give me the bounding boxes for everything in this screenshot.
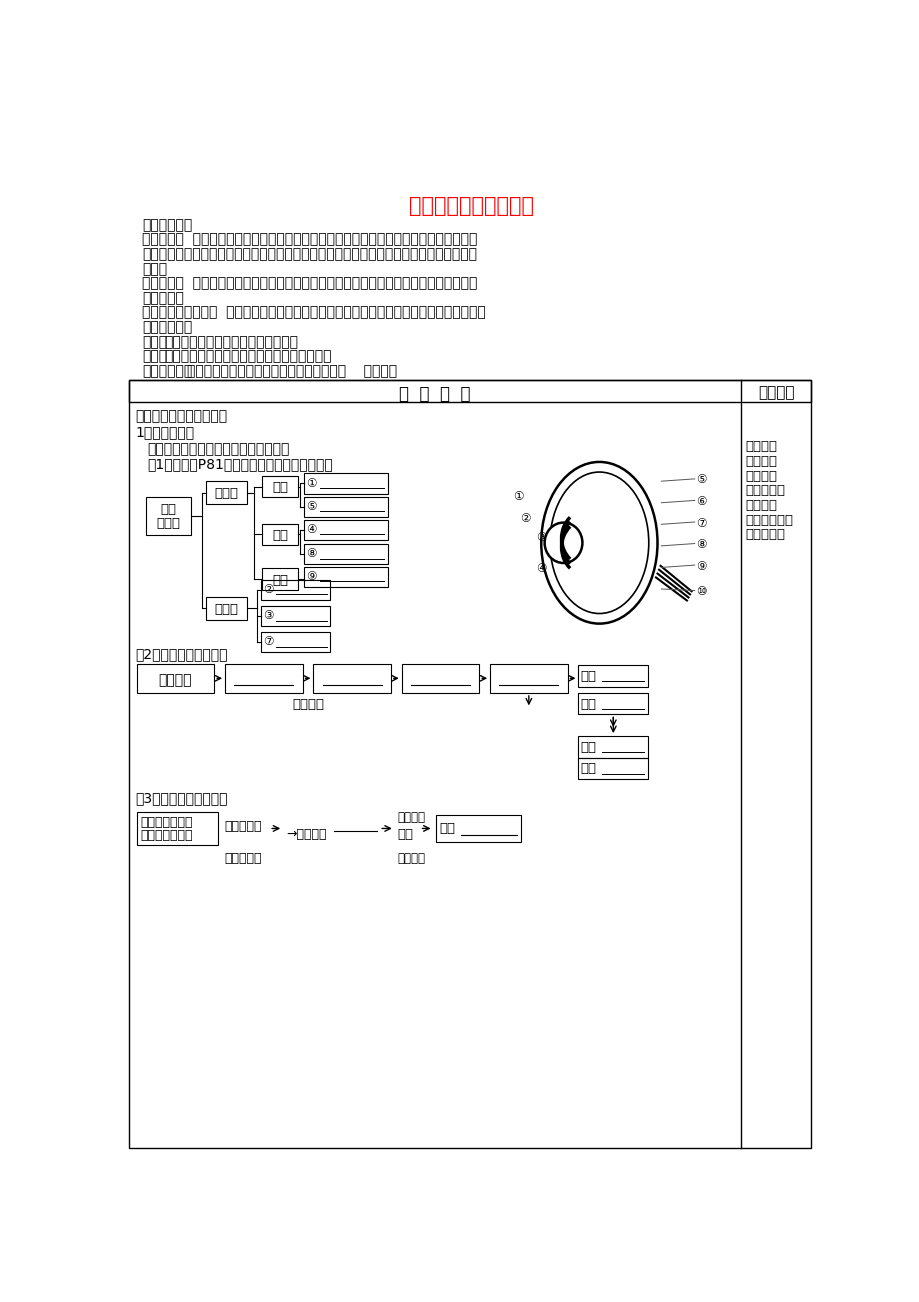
Text: 眼球壁: 眼球壁 bbox=[214, 487, 238, 500]
Text: 1、自主检测：: 1、自主检测： bbox=[135, 424, 194, 439]
Bar bbox=[129, 380, 810, 1148]
Text: ①: ① bbox=[306, 477, 316, 490]
Text: 近处的物像: 近处的物像 bbox=[224, 853, 262, 866]
Text: 自学课本: 自学课本 bbox=[744, 454, 777, 467]
Text: 折射作用: 折射作用 bbox=[291, 698, 323, 711]
Text: 传导: 传导 bbox=[580, 669, 596, 682]
Text: 学生通过: 学生通过 bbox=[744, 440, 777, 453]
Text: ⑨: ⑨ bbox=[696, 560, 706, 573]
Text: ②: ② bbox=[263, 583, 273, 596]
Text: ⑤: ⑤ bbox=[306, 500, 316, 513]
Bar bbox=[225, 664, 302, 693]
Text: （1）、观察P81眼球的结构、回答下列问题：: （1）、观察P81眼球的结构、回答下列问题： bbox=[147, 457, 333, 471]
Text: 创设情境，自主学习，比较归纳，合作探究    课堂反馈: 创设情境，自主学习，比较归纳，合作探究 课堂反馈 bbox=[187, 365, 397, 378]
Bar bbox=[402, 664, 479, 693]
Bar bbox=[262, 568, 298, 590]
Text: 知识与技能  扎实掌握眼球的结构与功能及视觉的形成过程、耳的结构与功能及听觉的形成: 知识与技能 扎实掌握眼球的结构与功能及视觉的形成过程、耳的结构与功能及听觉的形成 bbox=[142, 233, 477, 246]
Text: 外界光线: 外界光线 bbox=[159, 673, 192, 687]
Text: 性质。: 性质。 bbox=[142, 262, 167, 276]
Bar bbox=[304, 474, 388, 493]
Text: 重点：: 重点： bbox=[142, 335, 167, 349]
Text: 视觉: 视觉 bbox=[580, 762, 596, 775]
Text: 完成知识: 完成知识 bbox=[744, 470, 777, 483]
Text: ⑧: ⑧ bbox=[306, 547, 316, 560]
Bar bbox=[146, 496, 191, 535]
Text: ②: ② bbox=[520, 512, 530, 525]
Text: （矫正）: （矫正） bbox=[397, 811, 425, 824]
Bar bbox=[262, 475, 298, 497]
Text: 视觉、听觉的形成；近视、远视的矫正原理。: 视觉、听觉的形成；近视、远视的矫正原理。 bbox=[165, 349, 332, 363]
Text: ③: ③ bbox=[536, 531, 546, 544]
Text: ①: ① bbox=[512, 491, 523, 504]
Ellipse shape bbox=[544, 522, 582, 562]
Bar bbox=[260, 579, 330, 600]
Text: 的结构: 的结构 bbox=[156, 517, 180, 530]
Bar bbox=[137, 664, 214, 693]
Text: 【学法指导】: 【学法指导】 bbox=[142, 365, 192, 378]
Text: 晶状体曲度过大: 晶状体曲度过大 bbox=[141, 816, 193, 829]
Bar bbox=[304, 544, 388, 564]
Text: ⑧: ⑧ bbox=[696, 538, 706, 551]
Text: 人体对周围世界的感知: 人体对周围世界的感知 bbox=[409, 197, 533, 216]
Text: 纳的方法。: 纳的方法。 bbox=[142, 290, 184, 305]
Text: 情感、态度与价值观  爱护眼睛、耳朵，关爱他人，极度热情、全力以赴，享受学习的快乐。: 情感、态度与价值观 爱护眼睛、耳朵，关爱他人，极度热情、全力以赴，享受学习的快乐… bbox=[142, 306, 485, 319]
Text: 难点：: 难点： bbox=[142, 349, 167, 363]
Bar bbox=[490, 664, 567, 693]
Bar bbox=[304, 566, 388, 587]
Bar bbox=[436, 815, 520, 841]
Text: ④: ④ bbox=[536, 562, 546, 575]
Text: 能力，观察、: 能力，观察、 bbox=[744, 513, 792, 526]
Bar bbox=[129, 380, 810, 402]
Text: 配戴: 配戴 bbox=[439, 822, 455, 835]
Text: 总结能力。: 总结能力。 bbox=[744, 529, 784, 542]
Bar bbox=[262, 523, 298, 546]
Text: 近视: 近视 bbox=[397, 828, 414, 841]
Text: （矫正）: （矫正） bbox=[397, 853, 425, 866]
Text: 生的自学: 生的自学 bbox=[744, 499, 777, 512]
Bar bbox=[578, 693, 648, 715]
Text: 眼球的结构与功能耳的结构与功能。: 眼球的结构与功能耳的结构与功能。 bbox=[165, 335, 299, 349]
Text: 【重点难点】: 【重点难点】 bbox=[142, 320, 192, 335]
Text: 导  学  过  程: 导 学 过 程 bbox=[399, 385, 471, 402]
Bar bbox=[578, 736, 648, 758]
Bar bbox=[260, 631, 330, 652]
Text: 方法导引: 方法导引 bbox=[757, 385, 793, 400]
Bar bbox=[206, 596, 246, 620]
Text: 方法与过程  通过独立思考、小组合作，探究近视眼的成因及预防措施，掌握观察与分析归: 方法与过程 通过独立思考、小组合作，探究近视眼的成因及预防措施，掌握观察与分析归 bbox=[142, 276, 477, 290]
Ellipse shape bbox=[540, 462, 657, 624]
Text: ④: ④ bbox=[306, 523, 316, 535]
Text: （3）、视觉异常及矫正: （3）、视觉异常及矫正 bbox=[135, 790, 227, 805]
Bar bbox=[578, 665, 648, 686]
Text: ⑨: ⑨ bbox=[306, 570, 316, 583]
Text: 内膜: 内膜 bbox=[272, 574, 288, 587]
Bar bbox=[137, 812, 218, 845]
Bar bbox=[304, 496, 388, 517]
Bar bbox=[260, 605, 330, 626]
Text: 眼球: 眼球 bbox=[160, 503, 176, 516]
Text: （一）、眼是感受外界光线的视觉器官: （一）、眼是感受外界光线的视觉器官 bbox=[147, 441, 289, 456]
Text: 内容物: 内容物 bbox=[214, 603, 238, 616]
Text: 过程，提高识图、析图能力。说明视、听、嗅、味觉及皮肤触觉、温度觉感受器感受刺激的: 过程，提高识图、析图能力。说明视、听、嗅、味觉及皮肤触觉、温度觉感受器感受刺激的 bbox=[142, 247, 477, 262]
Bar bbox=[304, 519, 388, 540]
Text: 【学习目标】: 【学习目标】 bbox=[142, 217, 192, 232]
Text: 产生: 产生 bbox=[580, 741, 596, 754]
Text: 【自主学习，基础过关】: 【自主学习，基础过关】 bbox=[135, 410, 227, 423]
Text: 兴奋: 兴奋 bbox=[580, 698, 596, 711]
Text: （2）、视觉的形成过程: （2）、视觉的形成过程 bbox=[135, 647, 227, 660]
Text: ⑦: ⑦ bbox=[263, 635, 273, 648]
Text: 点，锻炼学: 点，锻炼学 bbox=[744, 484, 784, 497]
Text: ⑥: ⑥ bbox=[696, 495, 706, 508]
Text: ⑦: ⑦ bbox=[696, 517, 706, 530]
Text: 外膜: 外膜 bbox=[272, 482, 288, 495]
Text: 眼球前后径过长: 眼球前后径过长 bbox=[141, 829, 193, 842]
Text: ⑩: ⑩ bbox=[696, 585, 706, 598]
Text: 中膜: 中膜 bbox=[272, 529, 288, 542]
Bar bbox=[313, 664, 391, 693]
Text: ③: ③ bbox=[263, 609, 273, 622]
Text: ⑤: ⑤ bbox=[696, 474, 706, 487]
Bar bbox=[206, 482, 246, 504]
Text: 远处的物像: 远处的物像 bbox=[224, 820, 262, 833]
Text: →视网膜的: →视网膜的 bbox=[286, 828, 326, 841]
Bar bbox=[578, 758, 648, 779]
